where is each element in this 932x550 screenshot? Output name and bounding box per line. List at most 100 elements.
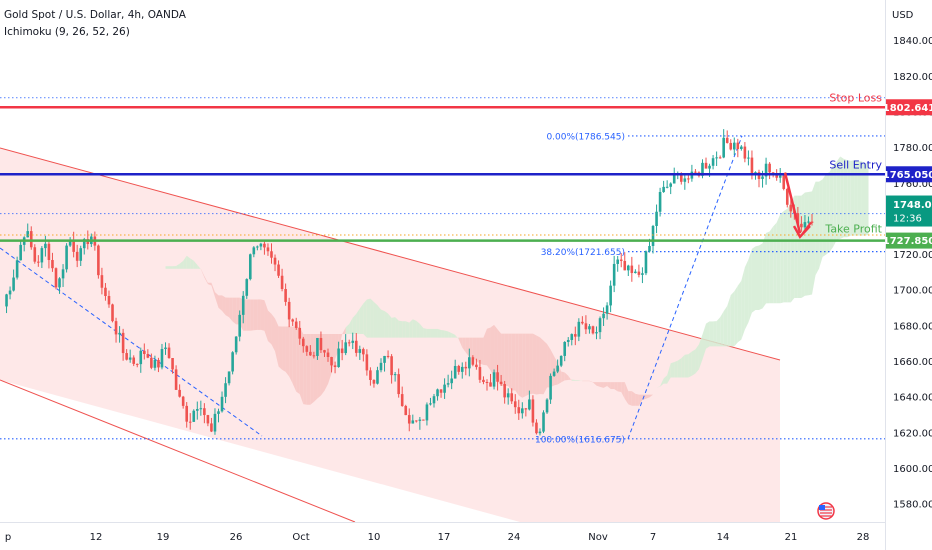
candle-body: [782, 175, 786, 189]
cloud-segment: [366, 298, 371, 338]
candle-body: [528, 399, 531, 410]
candle-body: [411, 420, 415, 424]
candle-body: [581, 321, 584, 324]
candle-body: [559, 355, 563, 366]
candle-body: [65, 245, 68, 270]
candle-body: [803, 222, 807, 228]
candle-body: [245, 279, 249, 296]
cloud-segment: [564, 372, 569, 381]
cloud-segment: [790, 195, 795, 303]
cloud-segment: [328, 334, 332, 385]
level-price-value: 1727.850: [883, 236, 932, 247]
candle-body: [323, 350, 326, 353]
cloud-segment: [857, 161, 862, 236]
cloud-segment: [501, 333, 505, 386]
cloud-segment: [649, 394, 654, 398]
candle-body: [732, 142, 736, 150]
cloud-segment: [864, 163, 869, 236]
candle-body: [432, 396, 436, 404]
cloud-segment: [762, 232, 767, 309]
cloud-segment: [681, 354, 685, 378]
candle-body: [217, 411, 220, 414]
candle-body: [531, 399, 535, 423]
candle-body: [100, 275, 104, 288]
candle-body: [708, 165, 711, 169]
candle-body: [482, 379, 485, 382]
time-tick-label: Nov: [588, 532, 608, 543]
candle-body: [312, 355, 316, 357]
cloud-segment: [833, 161, 837, 247]
candle-body: [422, 419, 425, 421]
candle-body: [665, 186, 669, 188]
cloud-segment: [603, 382, 608, 388]
candle-body: [556, 365, 559, 372]
arrow-head-icon: [802, 221, 812, 234]
candle-body: [51, 259, 54, 269]
candle-body: [574, 334, 577, 337]
time-tick-label: 21: [785, 532, 798, 543]
cloud-segment: [172, 266, 177, 269]
cloud-segment: [289, 326, 293, 384]
cloud-segment: [486, 327, 491, 371]
candle-body: [118, 332, 121, 335]
cloud-segment: [381, 309, 385, 338]
cloud-segment: [444, 330, 449, 338]
candle-body: [316, 337, 319, 356]
cloud-segment: [285, 326, 290, 377]
cloud-segment: [698, 334, 703, 370]
cloud-segment: [373, 301, 378, 338]
candle-body: [333, 365, 337, 368]
candle-body: [743, 146, 747, 159]
candle-body: [284, 289, 287, 302]
cloud-segment: [804, 192, 809, 296]
cloud-segment: [836, 156, 841, 240]
cloud-segment: [543, 340, 548, 395]
candle-body: [192, 410, 196, 422]
cloud-segment: [744, 259, 749, 330]
candle-body: [15, 260, 19, 278]
cloud-segment: [441, 330, 445, 338]
candle-body: [298, 327, 302, 339]
candle-body: [736, 142, 740, 149]
candle-body: [213, 413, 217, 432]
cloud-segment: [628, 391, 632, 406]
candle-body: [679, 173, 683, 182]
candle-body: [291, 319, 294, 322]
candle-body: [591, 326, 595, 334]
candle-body: [376, 370, 379, 384]
cloud-segment: [720, 311, 724, 347]
trade-levels: Stop Loss Sell Entry Take Profit: [0, 91, 885, 242]
chart-overlays: [783, 172, 835, 520]
cloud-segment: [260, 299, 265, 331]
candle-body: [305, 346, 309, 352]
candle-body: [662, 186, 665, 193]
cloud-segment: [183, 255, 187, 269]
chart-title: Gold Spot / U.S. Dollar, 4h, OANDA: [4, 9, 186, 21]
candle-body: [37, 261, 40, 263]
cloud-segment: [165, 266, 170, 269]
candle-body: [718, 157, 722, 159]
candle-body: [623, 260, 627, 271]
candle-body: [26, 231, 30, 238]
candle-body: [630, 265, 634, 274]
cloud-segment: [674, 360, 678, 378]
candle-body: [114, 321, 118, 335]
candle-body: [478, 367, 482, 380]
cloud-segment: [702, 323, 707, 360]
cloud-segment: [840, 156, 844, 239]
candle-body: [725, 137, 729, 143]
cloud-segment: [345, 323, 350, 335]
cloud-segment: [529, 333, 533, 395]
candle-body: [517, 407, 521, 414]
candle-body: [775, 174, 778, 178]
indicator-label[interactable]: Ichimoku (9, 26, 52, 26): [4, 26, 130, 38]
candle-body: [139, 350, 143, 365]
candle-body: [704, 162, 708, 169]
time-tick-label: 14: [717, 532, 730, 543]
cloud-segment: [278, 326, 283, 370]
candle-body: [648, 245, 651, 252]
cloud-segment: [773, 222, 777, 304]
candle-body: [418, 419, 422, 421]
candle-body: [372, 380, 376, 384]
